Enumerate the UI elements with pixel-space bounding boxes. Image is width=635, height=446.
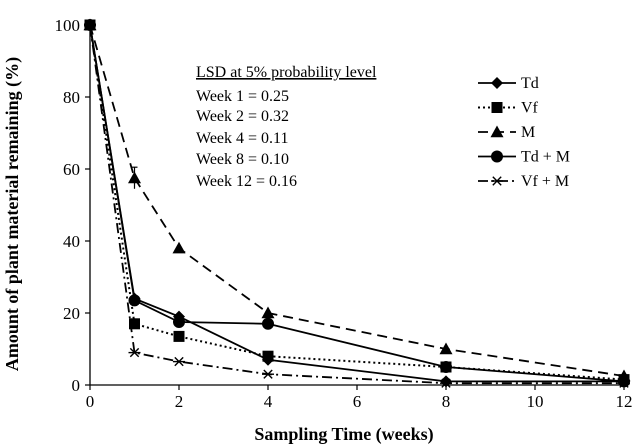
lsd-line: Week 2 = 0.32	[196, 108, 289, 125]
series-line	[89, 24, 625, 383]
series-line	[89, 24, 625, 377]
series-line	[89, 24, 625, 381]
asterisk-stroke	[492, 176, 502, 186]
legend-label: Vf + M	[521, 173, 569, 190]
square-marker	[173, 330, 185, 342]
tick-group: 0 2 4 6 8 10 12 0 20 40 60 80 100	[55, 16, 633, 411]
lsd-annotation: LSD at 5% probability level Week 1 = 0.2…	[196, 64, 377, 190]
y-tick-label: 100	[55, 16, 81, 35]
asterisk-marker	[440, 378, 452, 388]
circle-marker	[173, 316, 185, 328]
square-marker	[129, 318, 140, 330]
y-tick-label: 80	[63, 88, 80, 107]
x-tick-label: 8	[442, 392, 451, 411]
asterisk-stroke	[441, 378, 451, 388]
triangle-marker	[172, 241, 186, 254]
square-marker	[262, 350, 274, 362]
legend-label: Td + M	[521, 149, 570, 166]
asterisk-marker	[173, 356, 185, 367]
legend: Td Vf M Td + M Vf + M	[478, 75, 570, 190]
x-tick-label: 12	[616, 392, 633, 411]
asterisk-stroke	[263, 369, 273, 379]
circle-marker	[618, 375, 630, 388]
circle-marker	[491, 150, 503, 163]
lsd-line: Week 12 = 0.16	[196, 173, 297, 190]
asterisk-marker	[84, 20, 96, 30]
x-tick-label: 10	[527, 392, 544, 411]
square-marker	[491, 102, 503, 113]
legend-label: Td	[521, 75, 539, 92]
x-tick-label: 0	[86, 392, 95, 411]
lsd-line: Week 8 = 0.10	[196, 151, 289, 168]
legend-label: Vf	[521, 100, 539, 117]
asterisk-marker	[491, 176, 503, 186]
triangle-marker	[439, 342, 453, 355]
y-tick-label: 20	[63, 304, 80, 323]
marker-group	[83, 18, 631, 388]
y-tick-label: 60	[63, 160, 80, 179]
asterisk-stroke	[129, 347, 140, 358]
asterisk-stroke	[85, 20, 95, 30]
asterisk-marker	[618, 378, 630, 388]
lsd-heading: LSD at 5% probability level	[196, 64, 377, 81]
lsd-line: Week 1 = 0.25	[196, 88, 289, 105]
y-tick-label: 0	[72, 376, 81, 395]
series-line	[89, 24, 624, 385]
asterisk-marker	[128, 347, 141, 358]
circle-marker	[262, 317, 274, 330]
y-axis-title: Amount of plant material remaining (%)	[2, 57, 23, 371]
x-tick-label: 4	[264, 392, 273, 411]
series-group	[89, 24, 625, 385]
x-tick-label: 6	[353, 392, 362, 411]
legend-label: M	[521, 124, 535, 141]
triangle-marker	[261, 306, 275, 319]
triangle-marker	[490, 125, 504, 138]
lsd-line: Week 4 = 0.11	[196, 130, 288, 147]
diamond-marker	[440, 375, 452, 388]
asterisk-marker	[262, 369, 274, 379]
x-axis-title: Sampling Time (weeks)	[254, 424, 433, 445]
circle-marker	[128, 294, 141, 307]
x-tick-label: 2	[175, 392, 184, 411]
asterisk-stroke	[619, 378, 629, 388]
y-tick-label: 40	[63, 232, 80, 251]
circle-marker	[440, 361, 452, 373]
asterisk-stroke	[174, 356, 184, 367]
diamond-marker	[491, 77, 503, 89]
